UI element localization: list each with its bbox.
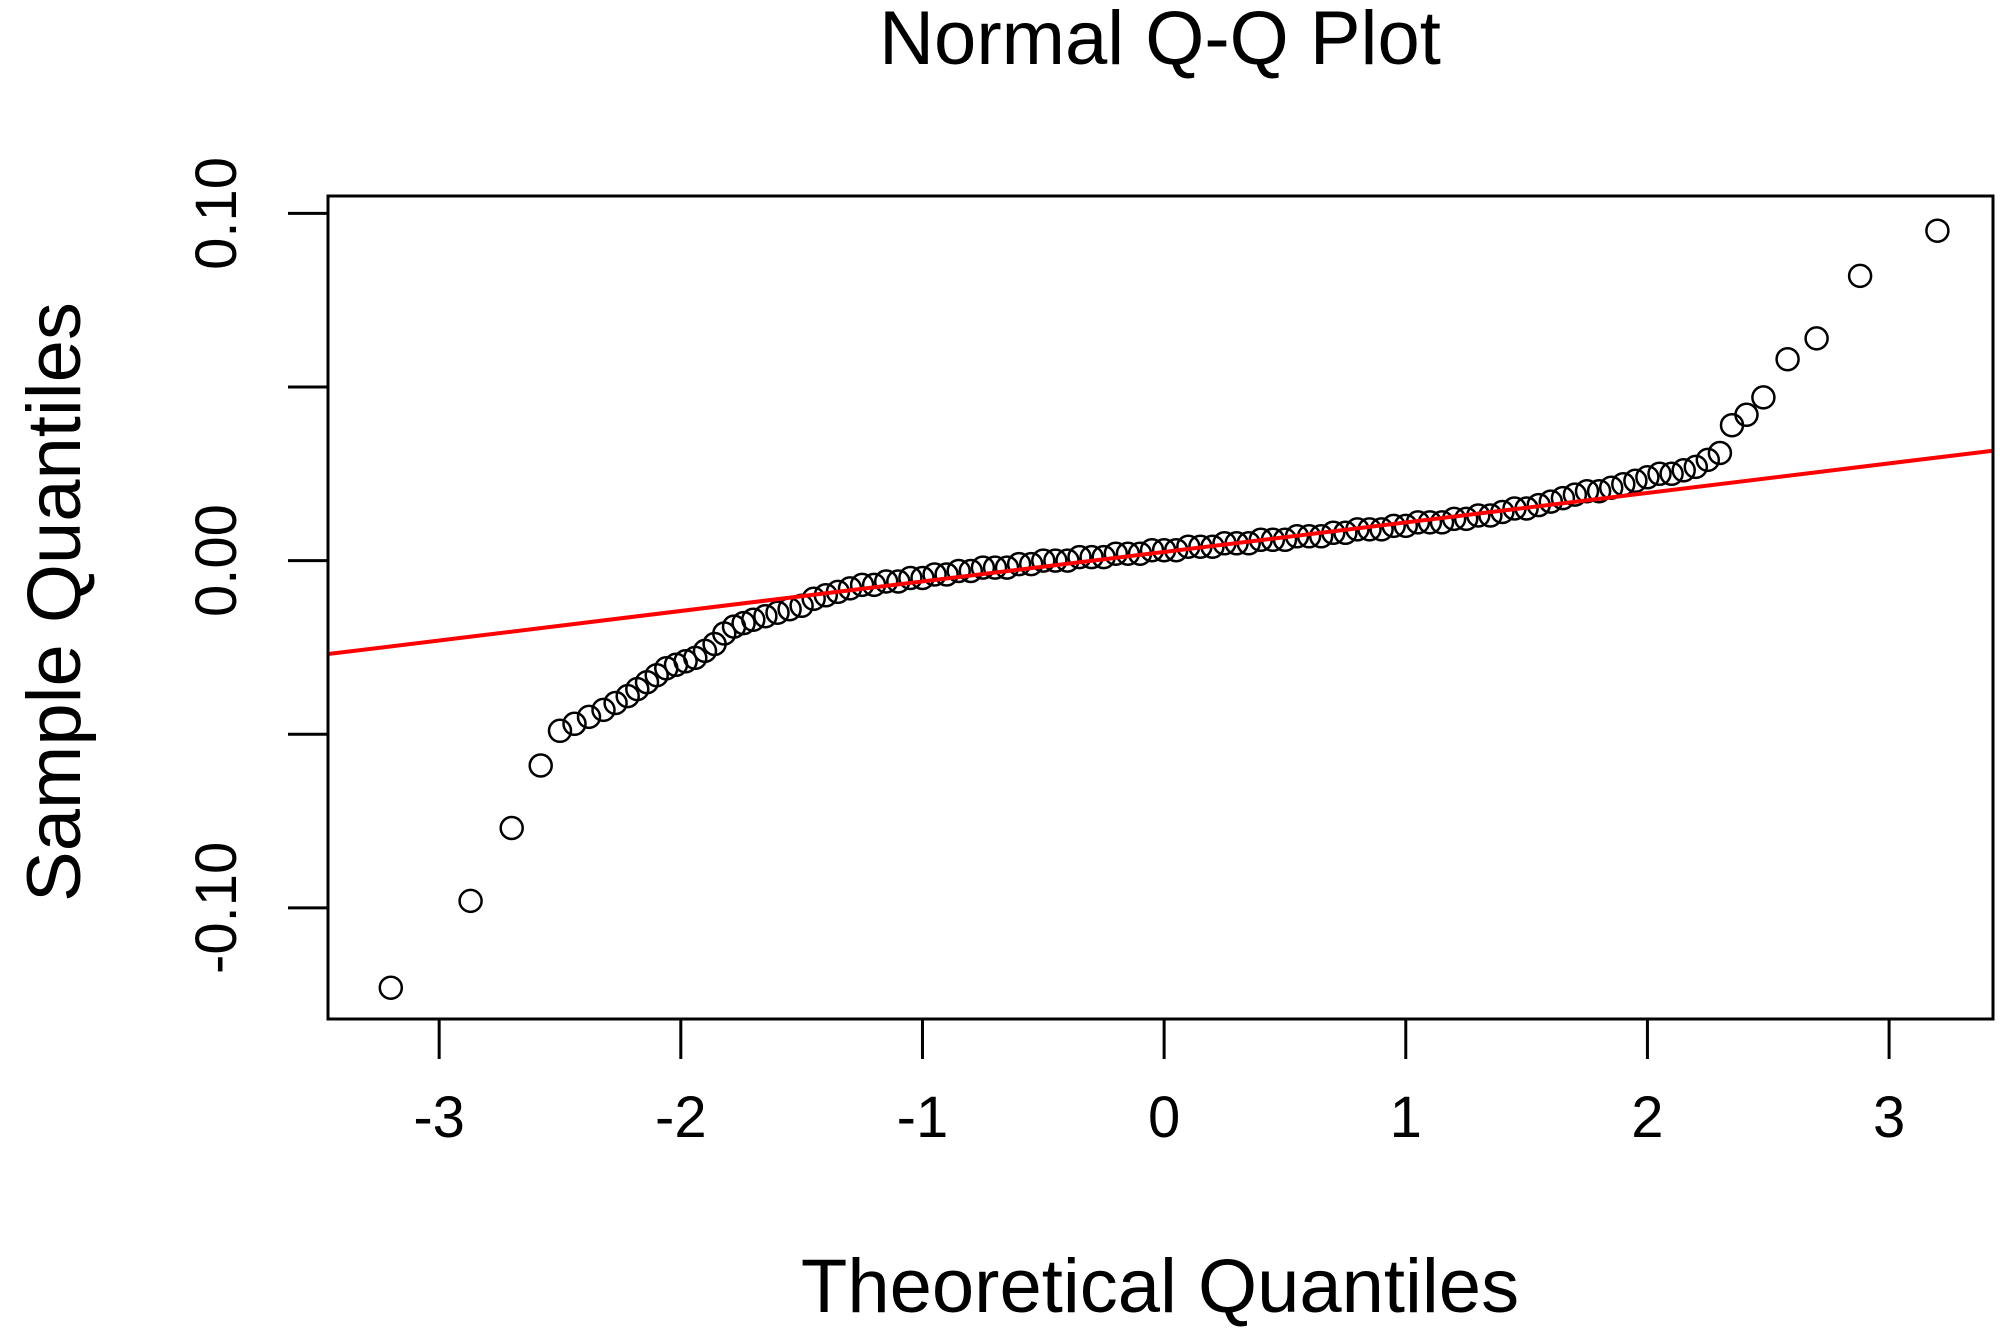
data-point <box>946 558 971 584</box>
data-point <box>1043 548 1068 573</box>
data-point <box>898 565 923 591</box>
data-point <box>958 558 984 584</box>
data-point <box>801 586 826 612</box>
data-point <box>1804 326 1829 351</box>
data-point <box>499 815 524 841</box>
data-point <box>1734 402 1759 428</box>
reference-line <box>328 448 1993 657</box>
reference-line-layer <box>328 448 1993 657</box>
data-point <box>1635 465 1660 490</box>
data-point <box>1647 461 1672 487</box>
x-tick-label: -3 <box>413 1085 465 1150</box>
data-point <box>1707 440 1733 466</box>
y-axis-label: Sample Quantiles <box>12 302 97 902</box>
y-axis: -0.10 0.00 0.10 <box>184 157 328 974</box>
y-tick-label: 0.10 <box>184 157 249 270</box>
y-tick-label: -0.10 <box>184 842 249 974</box>
data-point <box>873 569 899 594</box>
data-point <box>765 600 790 625</box>
data-point <box>1775 346 1800 372</box>
data-point <box>1925 218 1950 243</box>
x-axis-label: Theoretical Quantiles <box>801 1244 1519 1329</box>
data-point <box>1393 513 1419 539</box>
data-point <box>1847 263 1873 289</box>
data-point <box>970 555 996 580</box>
data-point <box>910 565 935 591</box>
data-point <box>1018 551 1044 577</box>
x-axis: -3 -2 -1 0 1 2 3 <box>413 1019 1905 1150</box>
data-point <box>1586 478 1612 504</box>
data-point <box>849 572 875 598</box>
data-point <box>741 607 766 632</box>
plot-frame <box>326 194 1995 1021</box>
data-point <box>1006 551 1032 577</box>
data-point <box>1429 510 1455 535</box>
data-point <box>1623 468 1648 494</box>
x-tick-label: -1 <box>897 1085 949 1150</box>
data-point <box>1659 461 1684 487</box>
data-point <box>753 603 778 629</box>
x-tick-label: 3 <box>1873 1085 1905 1150</box>
x-tick-label: 0 <box>1148 1085 1180 1150</box>
data-point <box>1079 544 1104 570</box>
data-point <box>982 555 1008 580</box>
data-point <box>994 555 1020 580</box>
data-point <box>458 888 483 914</box>
data-point <box>1751 385 1776 410</box>
data-point <box>1562 482 1588 507</box>
data-point <box>673 649 698 674</box>
data-point <box>1067 544 1092 570</box>
data-point <box>1478 503 1503 528</box>
data-point <box>1369 517 1394 542</box>
data-point <box>1550 485 1576 511</box>
data-point <box>547 718 573 744</box>
data-point <box>603 690 628 716</box>
chart-title: Normal Q-Q Plot <box>879 0 1441 81</box>
data-point <box>562 711 587 737</box>
x-tick-label: 1 <box>1390 1085 1422 1150</box>
data-point <box>922 562 947 587</box>
data-point <box>731 610 756 636</box>
data-point <box>934 562 959 587</box>
data-point <box>528 753 553 778</box>
data-point <box>1683 454 1709 480</box>
data-point <box>1031 548 1056 573</box>
data-point <box>576 704 602 730</box>
data-point <box>1103 541 1129 566</box>
data-point <box>591 697 616 723</box>
y-tick-label: 0.00 <box>184 504 249 617</box>
data-point <box>1671 458 1696 483</box>
data-point <box>1453 506 1479 532</box>
data-point <box>1308 524 1334 549</box>
data-point <box>1695 447 1721 473</box>
data-point <box>378 975 404 1000</box>
x-tick-label: 2 <box>1631 1085 1663 1150</box>
x-tick-label: -2 <box>655 1085 707 1150</box>
